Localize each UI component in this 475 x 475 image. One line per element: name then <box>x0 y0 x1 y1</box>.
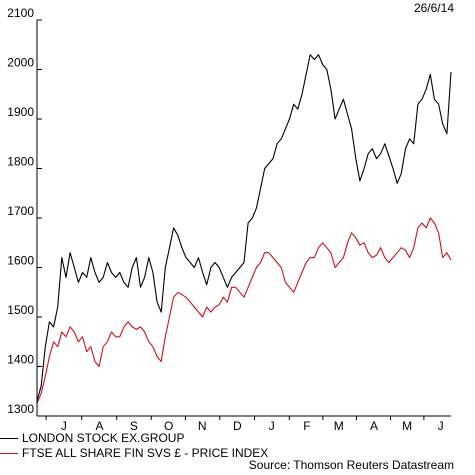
y-tick-label: 2000 <box>7 56 34 70</box>
x-tick-label: N <box>198 419 207 433</box>
legend-swatch-black <box>0 438 18 440</box>
x-tick-label: J <box>438 419 444 433</box>
y-tick-label: 1400 <box>7 353 34 367</box>
x-tick-label: M <box>334 419 344 433</box>
legend-label: FTSE ALL SHARE FIN SVS £ - PRICE INDEX <box>22 446 269 460</box>
y-tick-label: 1500 <box>7 303 34 317</box>
x-tick-label: A <box>370 419 378 433</box>
x-tick-label: F <box>303 419 310 433</box>
x-tick-label: D <box>233 419 242 433</box>
source-note: Source: Thomson Reuters Datastream <box>248 458 454 472</box>
y-tick-label: 1600 <box>7 254 34 268</box>
legend-item-ftse-fin-svs: FTSE ALL SHARE FIN SVS £ - PRICE INDEX <box>0 446 268 460</box>
x-tick-label: J <box>61 419 67 433</box>
x-tick-label: M <box>402 419 412 433</box>
y-tick-label: 1900 <box>7 105 34 119</box>
x-tick-label: A <box>96 419 104 433</box>
legend-label: LONDON STOCK EX.GROUP <box>22 431 185 445</box>
date-stamp: 26/6/14 <box>413 1 454 15</box>
y-tick-label: 1800 <box>7 155 34 169</box>
y-tick-label: 1300 <box>7 402 34 416</box>
axes: 1300 1400 1500 1600 1700 1800 1900 2000 2100 J A S O… <box>7 6 451 433</box>
legend-item-london-stock-ex: LONDON STOCK EX.GROUP <box>0 431 184 445</box>
series-line-london-stock-ex <box>36 54 452 402</box>
y-tick-label: 2100 <box>7 6 34 20</box>
y-tick-label: 1700 <box>7 204 34 218</box>
x-tick-label: O <box>164 419 173 433</box>
series-line-ftse-fin-svs <box>36 217 452 404</box>
legend-swatch-red <box>0 453 18 455</box>
x-tick-label: S <box>130 419 138 433</box>
plot-area <box>36 54 452 404</box>
x-tick-label: J <box>269 419 275 433</box>
